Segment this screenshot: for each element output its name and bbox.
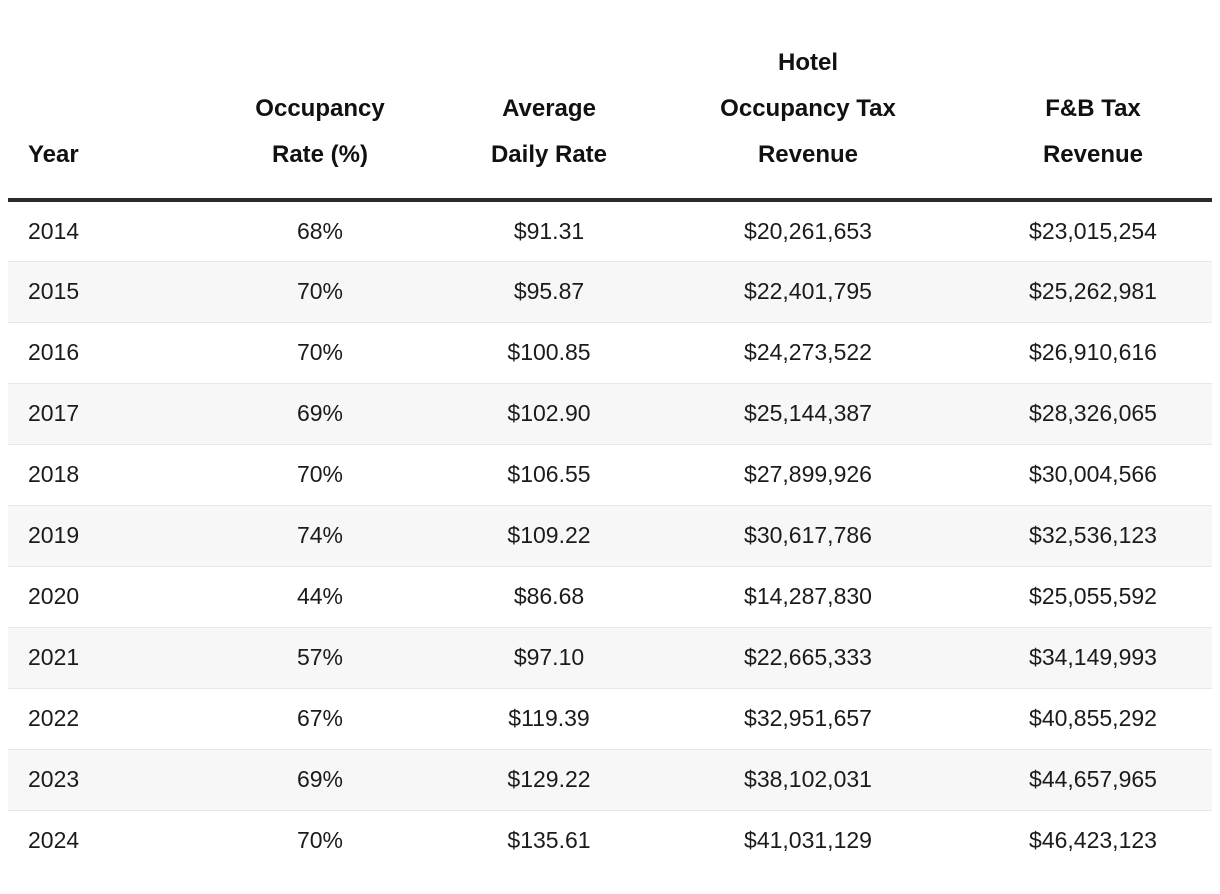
table-cell: $109.22 [507, 522, 591, 548]
table-cell: $14,287,830 [744, 583, 872, 609]
table-cell: $100.85 [507, 339, 591, 365]
table-header: Year Occupancy Rate (%) Average Daily Rate… [8, 0, 1212, 202]
table-cell: $95.87 [513, 278, 585, 304]
table-cell: 69% [296, 400, 344, 426]
table-cell: $40,855,292 [1029, 705, 1157, 731]
table-cell: $20,261,653 [744, 217, 872, 244]
year-cell: 2020 [28, 583, 80, 609]
table-row: 2021 57% $97.10 $22,665,333 $34,149,993 [8, 627, 1212, 688]
table-cell: $46,423,123 [1029, 827, 1157, 854]
table-body: 2014 68% $91.31 $20,261,653 $23,015,254 2015 7… [8, 200, 1212, 871]
table-cell: 74% [296, 522, 344, 548]
year-cell: 2021 [28, 644, 80, 670]
table-cell: $26,910,616 [1029, 339, 1157, 365]
column-header: Year [8, 0, 184, 202]
table-cell: $135.61 [507, 827, 591, 854]
table-cell: $22,401,795 [744, 278, 872, 304]
year-cell: 2019 [28, 522, 80, 548]
table-cell: 70% [296, 339, 344, 365]
table-row: 2019 74% $109.22 $30,617,786 $32,536,123 [8, 505, 1212, 566]
table-row: 2017 69% $102.90 $25,144,387 $28,326,065 [8, 383, 1212, 444]
table-cell: $32,536,123 [1029, 522, 1157, 548]
header-row: Year Occupancy Rate (%) Average Daily Rate… [8, 0, 1212, 202]
table-row: 2024 70% $135.61 $41,031,129 $46,423,123 [8, 810, 1212, 871]
table-cell: 67% [296, 705, 344, 731]
table-cell: $106.55 [507, 461, 591, 487]
table-cell: $129.22 [507, 766, 591, 792]
year-cell: 2015 [28, 278, 80, 304]
table-cell: $28,326,065 [1029, 400, 1157, 426]
table-cell: $24,273,522 [744, 339, 872, 365]
table-cell: $25,262,981 [1029, 278, 1157, 304]
table-cell: $22,665,333 [744, 644, 872, 670]
table-cell: $119.39 [508, 705, 590, 731]
table-cell: $27,899,926 [744, 461, 872, 487]
table-cell: $44,657,965 [1029, 766, 1157, 792]
year-cell: 2016 [28, 339, 80, 365]
table-cell: $23,015,254 [1029, 217, 1157, 244]
table-cell: 70% [296, 278, 344, 304]
table-cell: $97.10 [513, 644, 585, 670]
table-row: 2023 69% $129.22 $38,102,031 $44,657,965 [8, 749, 1212, 810]
table-cell: 69% [296, 766, 344, 792]
table-cell: 44% [296, 583, 344, 609]
column-header: Average Daily Rate [456, 0, 642, 202]
table-cell: $25,055,592 [1029, 583, 1157, 609]
table-cell: $38,102,031 [744, 766, 872, 792]
table-cell: 70% [296, 461, 344, 487]
table-cell: $41,031,129 [744, 827, 872, 854]
table-row: 2016 70% $100.85 $24,273,522 $26,910,616 [8, 322, 1212, 383]
table-cell: 68% [296, 217, 344, 244]
year-cell: 2014 [28, 217, 80, 244]
column-header: Hotel Occupancy Tax Revenue [642, 0, 974, 202]
table-cell: $25,144,387 [744, 400, 872, 426]
table-cell: 57% [296, 644, 344, 670]
year-cell: 2018 [28, 461, 80, 487]
hotel-tax-table-container: Year Occupancy Rate (%) Average Daily Rate… [8, 0, 1212, 871]
year-cell: 2017 [28, 400, 80, 426]
table-row: 2015 70% $95.87 $22,401,795 $25,262,981 [8, 261, 1212, 322]
table-row: 2020 44% $86.68 $14,287,830 $25,055,592 [8, 566, 1212, 627]
table-cell: 70% [296, 827, 344, 854]
table-cell: $30,617,786 [744, 522, 872, 548]
table-row: 2022 67% $119.39 $32,951,657 $40,855,292 [8, 688, 1212, 749]
table-cell: $102.90 [507, 400, 591, 426]
table-cell: $86.68 [513, 583, 585, 609]
hotel-tax-table: Year Occupancy Rate (%) Average Daily Rate… [8, 0, 1212, 871]
column-header: F&B Tax Revenue [974, 0, 1212, 202]
table-row: 2018 70% $106.55 $27,899,926 $30,004,566 [8, 444, 1212, 505]
year-cell: 2022 [28, 705, 80, 731]
year-cell: 2023 [28, 766, 80, 792]
table-row: 2014 68% $91.31 $20,261,653 $23,015,254 [8, 200, 1212, 261]
table-cell: $34,149,993 [1029, 644, 1157, 670]
column-header: Occupancy Rate (%) [184, 0, 456, 202]
table-cell: $30,004,566 [1029, 461, 1157, 487]
table-cell: $91.31 [513, 217, 585, 244]
year-cell: 2024 [28, 827, 80, 854]
table-cell: $32,951,657 [744, 705, 872, 731]
